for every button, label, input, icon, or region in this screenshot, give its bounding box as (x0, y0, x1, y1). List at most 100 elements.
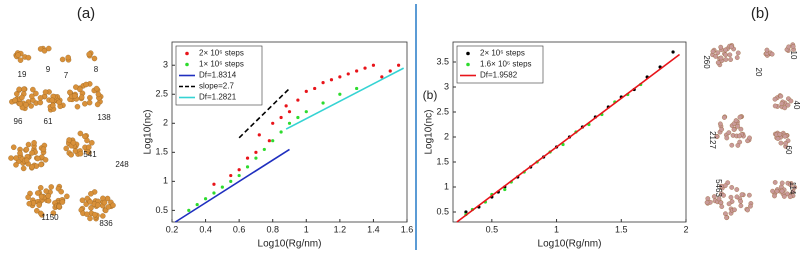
cluster-size-label: 138 (97, 113, 111, 122)
particle (29, 93, 35, 100)
particle (49, 97, 55, 104)
particle (17, 57, 24, 63)
particle (17, 101, 23, 107)
particle (718, 44, 724, 50)
data-point (245, 156, 250, 160)
particle (38, 193, 45, 200)
y-tick-label: 3.5 (436, 56, 449, 66)
particle (100, 213, 106, 219)
particle (785, 102, 791, 108)
y-tick-label: 2.5 (436, 106, 449, 116)
particle (747, 192, 752, 198)
data-point (237, 168, 241, 172)
particle (748, 203, 753, 209)
data-point (229, 179, 233, 183)
particle (42, 157, 49, 163)
legend-swatch (185, 51, 189, 56)
particle (747, 135, 752, 141)
panel-label: (b) (751, 5, 769, 22)
data-point (271, 139, 275, 143)
data-point (220, 185, 224, 189)
data-point (338, 92, 342, 96)
particle (110, 202, 116, 209)
data-point (397, 63, 401, 67)
data-point (212, 182, 216, 186)
particle (89, 140, 95, 146)
cluster-size-label: 260 (702, 55, 711, 69)
x-tick-label: 0.8 (266, 224, 279, 234)
y-tick-label: 1 (163, 176, 168, 186)
cluster-image (784, 42, 796, 53)
x-tick-label: 0.5 (486, 224, 499, 234)
particle (50, 102, 56, 109)
particle (738, 199, 743, 204)
particle (50, 210, 57, 216)
cluster-size-label: 1150 (41, 213, 59, 222)
particle (78, 94, 85, 101)
data-point (229, 173, 233, 178)
particle (714, 134, 720, 139)
legend-swatch (466, 62, 470, 67)
particle (781, 194, 787, 199)
cluster-size-label: 10 (789, 51, 798, 60)
particle (23, 146, 30, 153)
cluster-size-label: 5463 (714, 179, 723, 197)
particle (786, 44, 792, 50)
particle (710, 49, 716, 54)
particle (71, 93, 78, 99)
y-tick-label: 3 (444, 81, 449, 91)
data-point (254, 150, 258, 154)
particle (718, 121, 723, 127)
y-axis-label: Log10(nc) (143, 109, 154, 154)
cluster-image (714, 114, 752, 148)
x-tick-label: 1.2 (334, 224, 347, 234)
particle (70, 139, 77, 146)
y-tick-label: 0.5 (155, 205, 168, 215)
particle (745, 207, 750, 213)
particle (732, 207, 737, 213)
particle (66, 137, 72, 143)
particle (737, 114, 743, 120)
cluster-image (772, 130, 791, 149)
particle (738, 203, 744, 209)
particle (26, 200, 32, 207)
data-point (195, 202, 199, 207)
particle (779, 101, 785, 107)
cluster-image (9, 86, 39, 112)
x-axis-label: Log10(Rg/nm) (258, 239, 322, 250)
data-point (262, 147, 266, 152)
particle (739, 192, 745, 197)
particle (790, 44, 796, 49)
particle (726, 130, 732, 135)
particle (64, 193, 70, 200)
data-point (296, 115, 300, 120)
cluster-size-label: 541 (83, 150, 97, 159)
particle (23, 101, 29, 108)
particle (28, 103, 34, 109)
y-axis-label: Log10(nc) (424, 109, 435, 154)
legend-label: 1× 10⁶ steps (199, 60, 244, 69)
particle (31, 140, 37, 146)
y-tick-label: 1 (444, 181, 449, 191)
y-tick-label: 1.5 (436, 156, 449, 166)
particle (94, 101, 101, 108)
particle (101, 199, 108, 206)
particle (87, 94, 93, 101)
data-point (257, 133, 261, 137)
x-axis-label: Log10(Rg/nm) (538, 239, 602, 250)
cluster-image (772, 93, 794, 111)
legend-label: 2× 10⁶ steps (480, 49, 525, 58)
particle (726, 201, 732, 207)
legend-label: slope=2.7 (199, 82, 234, 91)
data-point (355, 69, 359, 73)
particle (77, 150, 84, 157)
particle (787, 194, 793, 200)
particle (82, 133, 88, 140)
data-point (287, 121, 292, 125)
particle (8, 155, 14, 161)
cluster-image (37, 89, 66, 113)
y-tick-label: 2 (444, 131, 449, 141)
particle (12, 97, 18, 103)
particle (719, 204, 725, 209)
